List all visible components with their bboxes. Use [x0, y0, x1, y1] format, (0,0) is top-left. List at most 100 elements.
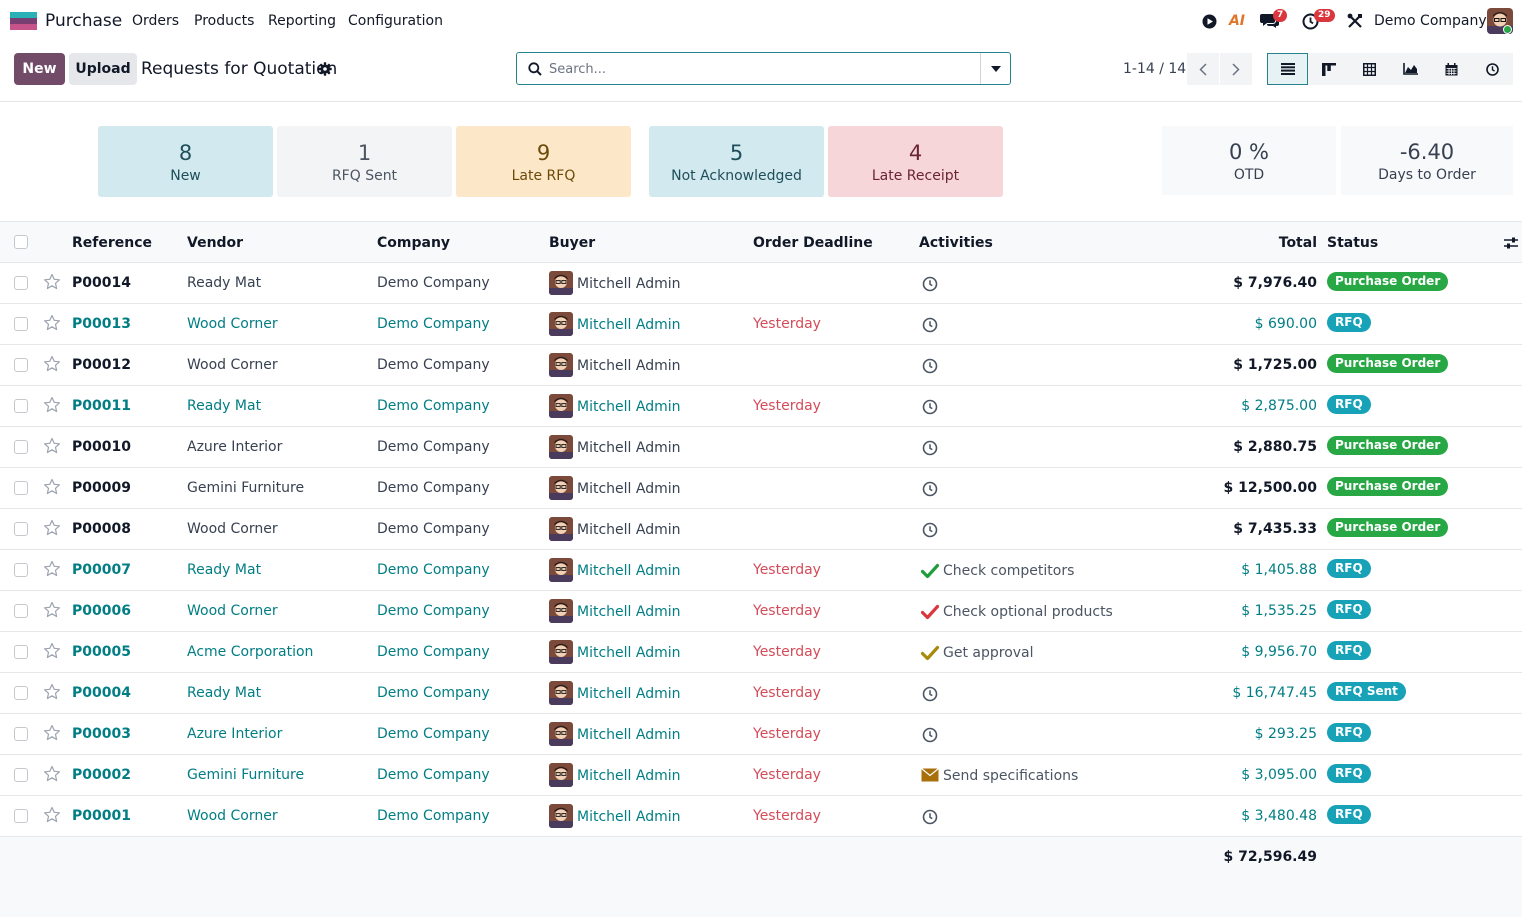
column-reference[interactable]: Reference [72, 235, 153, 251]
company-switcher[interactable]: Demo Company [1374, 13, 1487, 29]
app-name[interactable]: Purchase [45, 11, 123, 31]
total-cell[interactable]: $ 1,405.88 [1241, 562, 1317, 578]
column-status[interactable]: Status [1327, 235, 1379, 251]
total-cell[interactable]: $ 2,880.75 [1233, 439, 1317, 455]
buyer-cell[interactable]: Mitchell Admin [577, 317, 681, 333]
calendar-view-button[interactable] [1431, 53, 1472, 85]
priority-star-icon[interactable] [43, 601, 61, 619]
check-red-icon[interactable] [920, 604, 940, 620]
new-button[interactable]: New [14, 53, 65, 85]
priority-star-icon[interactable] [43, 642, 61, 660]
deadline-cell[interactable]: Yesterday [753, 726, 821, 742]
vendor-cell[interactable]: Azure Interior [187, 726, 283, 742]
vendor-cell[interactable]: Wood Corner [187, 316, 278, 332]
reference-cell[interactable]: P00005 [72, 644, 131, 660]
deadline-cell[interactable]: Yesterday [753, 685, 821, 701]
table-row[interactable]: P00004 Ready Mat Demo Company Mitchell Admi… [0, 673, 1522, 714]
select-all-checkbox[interactable] [14, 235, 28, 249]
table-row[interactable]: P00011 Ready Mat Demo Company Mitchell Admi… [0, 386, 1522, 427]
table-row[interactable]: P00005 Acme Corporation Demo Company Mitche… [0, 632, 1522, 673]
row-checkbox[interactable] [14, 809, 28, 823]
column-company[interactable]: Company [377, 235, 451, 251]
company-cell[interactable]: Demo Company [377, 439, 490, 455]
vendor-cell[interactable]: Gemini Furniture [187, 480, 305, 496]
reference-cell[interactable]: P00009 [72, 480, 131, 496]
priority-star-icon[interactable] [43, 314, 61, 332]
vendor-cell[interactable]: Wood Corner [187, 357, 278, 373]
reference-cell[interactable]: P00008 [72, 521, 131, 537]
user-avatar[interactable] [1487, 8, 1513, 34]
menu-configuration[interactable]: Configuration [348, 13, 443, 29]
vendor-cell[interactable]: Acme Corporation [187, 644, 314, 660]
priority-star-icon[interactable] [43, 478, 61, 496]
tools-icon[interactable] [1346, 11, 1363, 31]
reference-cell[interactable]: P00006 [72, 603, 131, 619]
reference-cell[interactable]: P00002 [72, 767, 131, 783]
activity-cell[interactable]: Get approval [943, 645, 1034, 661]
vendor-cell[interactable]: Ready Mat [187, 562, 262, 578]
row-checkbox[interactable] [14, 604, 28, 618]
company-cell[interactable]: Demo Company [377, 357, 490, 373]
row-checkbox[interactable] [14, 481, 28, 495]
buyer-cell[interactable]: Mitchell Admin [577, 481, 681, 497]
pivot-view-button[interactable] [1349, 53, 1390, 85]
table-row[interactable]: P00013 Wood Corner Demo Company Mitchell Ad… [0, 304, 1522, 345]
reference-cell[interactable]: P00003 [72, 726, 131, 742]
total-cell[interactable]: $ 2,875.00 [1241, 398, 1317, 414]
search-input[interactable] [549, 59, 979, 79]
company-cell[interactable]: Demo Company [377, 275, 490, 291]
table-row[interactable]: P00014 Ready Mat Demo Company Mitchell Admi… [0, 263, 1522, 304]
vendor-cell[interactable]: Ready Mat [187, 275, 262, 291]
clock-icon[interactable] [922, 481, 938, 497]
priority-star-icon[interactable] [43, 519, 61, 537]
reference-cell[interactable]: P00012 [72, 357, 131, 373]
clock-icon[interactable] [922, 440, 938, 456]
deadline-cell[interactable]: Yesterday [753, 767, 821, 783]
buyer-cell[interactable]: Mitchell Admin [577, 522, 681, 538]
vendor-cell[interactable]: Ready Mat [187, 398, 262, 414]
gear-icon[interactable] [318, 62, 332, 76]
table-row[interactable]: P00007 Ready Mat Demo Company Mitchell Admi… [0, 550, 1522, 591]
vendor-cell[interactable]: Wood Corner [187, 808, 278, 824]
company-cell[interactable]: Demo Company [377, 767, 490, 783]
deadline-cell[interactable]: Yesterday [753, 562, 821, 578]
row-checkbox[interactable] [14, 276, 28, 290]
activity-cell[interactable]: Check competitors [943, 563, 1075, 579]
graph-view-button[interactable] [1390, 53, 1431, 85]
table-row[interactable]: P00009 Gemini Furniture Demo Company Mitche… [0, 468, 1522, 509]
vendor-cell[interactable]: Wood Corner [187, 521, 278, 537]
company-cell[interactable]: Demo Company [377, 480, 490, 496]
row-checkbox[interactable] [14, 768, 28, 782]
pager-previous-button[interactable] [1187, 53, 1219, 85]
buyer-cell[interactable]: Mitchell Admin [577, 358, 681, 374]
total-cell[interactable]: $ 12,500.00 [1223, 480, 1317, 496]
buyer-cell[interactable]: Mitchell Admin [577, 399, 681, 415]
total-cell[interactable]: $ 7,976.40 [1233, 275, 1317, 291]
row-checkbox[interactable] [14, 563, 28, 577]
priority-star-icon[interactable] [43, 765, 61, 783]
priority-star-icon[interactable] [43, 806, 61, 824]
company-cell[interactable]: Demo Company [377, 644, 490, 660]
card-late-rfq[interactable]: 9 Late RFQ [456, 126, 631, 197]
column-total[interactable]: Total [1278, 235, 1317, 251]
reference-cell[interactable]: P00001 [72, 808, 131, 824]
purchase-app-icon[interactable] [10, 12, 37, 30]
table-row[interactable]: P00010 Azure Interior Demo Company Mitchell… [0, 427, 1522, 468]
optional-columns-icon[interactable] [1503, 236, 1519, 250]
company-cell[interactable]: Demo Company [377, 808, 490, 824]
company-cell[interactable]: Demo Company [377, 316, 490, 332]
table-row[interactable]: P00002 Gemini Furniture Demo Company Mitche… [0, 755, 1522, 796]
card-new[interactable]: 8 New [98, 126, 273, 197]
company-cell[interactable]: Demo Company [377, 685, 490, 701]
check-olive-icon[interactable] [920, 645, 940, 661]
deadline-cell[interactable]: Yesterday [753, 644, 821, 660]
clock-icon[interactable] [922, 358, 938, 374]
card-late-receipt[interactable]: 4 Late Receipt [828, 126, 1003, 197]
reference-cell[interactable]: P00013 [72, 316, 131, 332]
kanban-view-button[interactable] [1308, 53, 1349, 85]
priority-star-icon[interactable] [43, 355, 61, 373]
reference-cell[interactable]: P00014 [72, 275, 131, 291]
total-cell[interactable]: $ 1,725.00 [1233, 357, 1317, 373]
clock-icon[interactable] [922, 276, 938, 292]
column-buyer[interactable]: Buyer [549, 235, 596, 251]
